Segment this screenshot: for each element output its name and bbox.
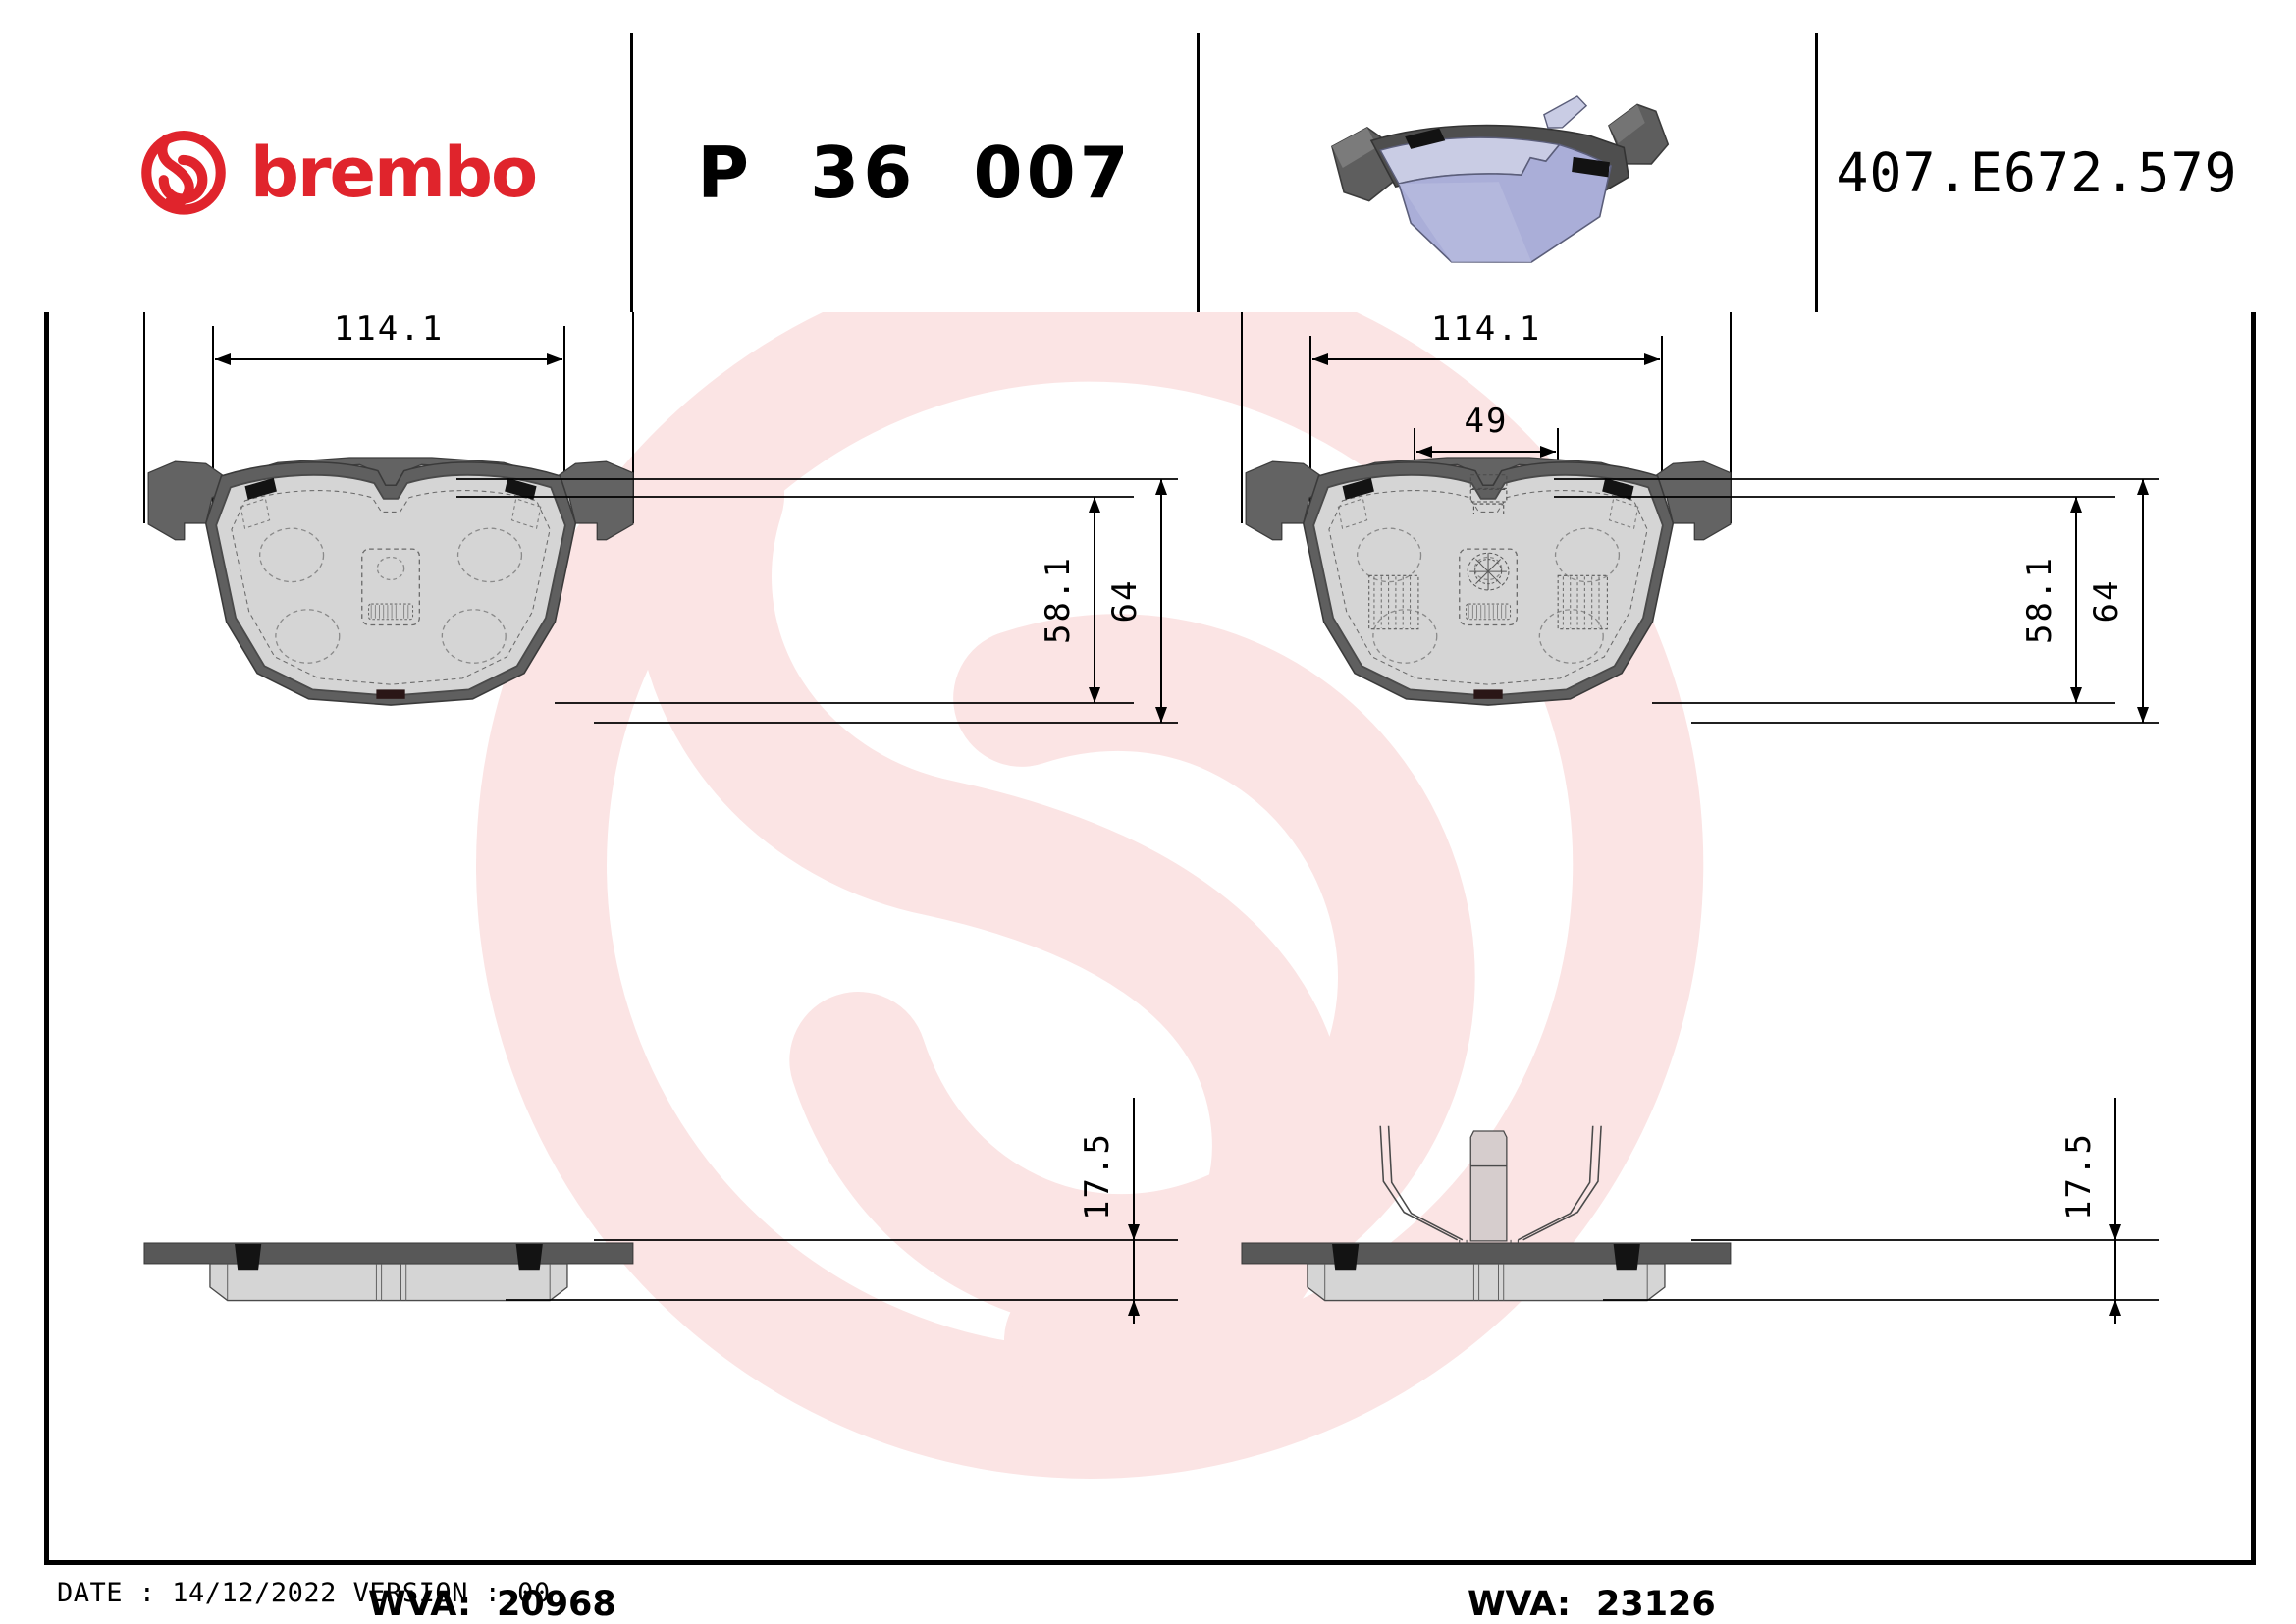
dim-overall-height-left: 64 — [1105, 579, 1145, 623]
brand-cell: brembo — [44, 33, 633, 312]
brembo-logo-watermark-icon — [432, 196, 1737, 1502]
pad-right-spec-block: WVA: 23126 QTY: x2 — [1423, 1489, 1768, 1624]
dim-overall-height-right: 64 — [2087, 579, 2126, 623]
technical-drawing-area: 156.5 114.1 — [44, 227, 2256, 1565]
wva-value-right: 23126 — [1596, 1584, 1716, 1624]
wva-label-left: WVA: — [367, 1584, 471, 1624]
brembo-wordmark: brembo — [249, 133, 538, 213]
title-block: brembo P 36 007 — [44, 33, 2256, 312]
dim-friction-width-left: 114.1 — [334, 312, 444, 349]
wva-value-left: 20968 — [497, 1584, 616, 1624]
dim-friction-height-left: 58.1 — [1039, 556, 1078, 644]
wva-label-right: WVA: — [1467, 1584, 1571, 1624]
pad-right-views: 156.5 114.1 49 — [1241, 227, 2159, 1324]
pad-left-spec-block: WVA: 20968 QTY: x2 — [324, 1489, 668, 1624]
brembo-logo-icon — [138, 126, 229, 220]
pad-left-views: 156.5 114.1 — [143, 227, 1178, 1324]
dim-thickness-right: 17.5 — [2059, 1132, 2099, 1220]
dim-friction-height-right: 58.1 — [2020, 556, 2059, 644]
part-code: P 36 007 — [697, 132, 1133, 214]
reference-code-cell: 407.E672.579 — [1818, 33, 2256, 312]
dim-thickness-left: 17.5 — [1078, 1132, 1117, 1220]
part-code-cell: P 36 007 — [633, 33, 1200, 312]
reference-code: 407.E672.579 — [1836, 141, 2238, 204]
dim-sensor-width-right: 49 — [1465, 402, 1509, 441]
brake-pad-3d-render-icon — [1302, 63, 1714, 283]
footer-date-version: DATE : 14/12/2022 VERSION : 00 — [57, 1578, 551, 1608]
product-photo-cell — [1200, 33, 1818, 312]
dim-friction-width-right: 114.1 — [1431, 312, 1541, 349]
